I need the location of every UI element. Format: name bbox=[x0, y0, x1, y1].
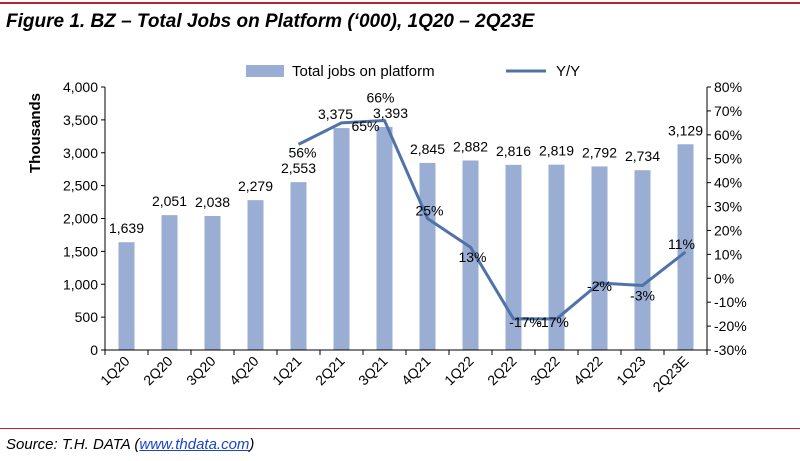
y-tick-label-right: 0% bbox=[714, 270, 734, 286]
x-tick-label: 1Q21 bbox=[269, 353, 305, 389]
yoy-value-label: 13% bbox=[458, 249, 486, 265]
yoy-value-label: 65% bbox=[351, 118, 379, 134]
x-tick-label: 1Q23 bbox=[613, 353, 649, 389]
y-tick-label-right: 40% bbox=[714, 175, 742, 191]
y-tick-label-left: 4,000 bbox=[63, 79, 98, 95]
y-tick-label-right: 50% bbox=[714, 151, 742, 167]
y-tick-label-right: 70% bbox=[714, 103, 742, 119]
y-tick-label-right: -30% bbox=[714, 342, 747, 358]
bar-3q22 bbox=[548, 164, 565, 350]
legend: Total jobs on platform Y/Y bbox=[246, 63, 580, 80]
bar-value-label: 2,819 bbox=[539, 143, 574, 159]
yoy-value-label: 66% bbox=[366, 89, 394, 105]
yoy-line-group bbox=[297, 118, 687, 321]
bar-3q21 bbox=[376, 126, 393, 350]
bar-4q21 bbox=[419, 162, 436, 350]
bar-value-label: 2,845 bbox=[410, 141, 445, 157]
y-tick-label-right: 10% bbox=[714, 246, 742, 262]
x-tick-label: 1Q20 bbox=[97, 353, 133, 389]
bar-value-label: 2,038 bbox=[195, 194, 230, 210]
y-tick-label-left: 3,000 bbox=[63, 145, 98, 161]
y-tick-label-left: 1,500 bbox=[63, 243, 98, 259]
bottom-rule bbox=[0, 428, 800, 429]
bars-group bbox=[118, 126, 694, 350]
bar-value-label: 3,129 bbox=[668, 122, 703, 138]
x-tick-label: 1Q22 bbox=[441, 353, 477, 389]
x-tick-label: 4Q20 bbox=[226, 353, 262, 389]
x-tick-label: 2Q22 bbox=[484, 353, 520, 389]
yoy-value-label: 56% bbox=[288, 144, 316, 160]
x-tick-label: 3Q22 bbox=[527, 353, 563, 389]
bar-1q22 bbox=[462, 160, 479, 350]
x-tick-label: 4Q22 bbox=[570, 353, 606, 389]
y-tick-label-left: 3,500 bbox=[63, 112, 98, 128]
bar-value-label: 2,279 bbox=[238, 178, 273, 194]
y-tick-label-left: 2,000 bbox=[63, 211, 98, 227]
x-tick-label: 2Q20 bbox=[140, 353, 176, 389]
bar-value-label: 2,051 bbox=[152, 193, 187, 209]
bar-1q21 bbox=[290, 182, 307, 350]
bar-value-label: 2,553 bbox=[281, 160, 316, 176]
figure-title: Figure 1. BZ – Total Jobs on Platform (‘… bbox=[6, 11, 535, 32]
bar-2q22 bbox=[505, 164, 522, 350]
bar-2q21 bbox=[333, 128, 350, 350]
bar-value-label: 2,734 bbox=[625, 148, 660, 164]
bar-value-label: 2,792 bbox=[582, 144, 617, 160]
y-tick-label-right: 80% bbox=[714, 79, 742, 95]
combo-chart: 0 500 1,000 1,500 2,000 2,500 3,000 3,500 4,000 -… bbox=[27, 63, 747, 395]
yoy-value-label: -2% bbox=[587, 278, 612, 294]
y-tick-label-right: 20% bbox=[714, 222, 742, 238]
source-note: Source: T.H. DATA (www.thdata.com) bbox=[6, 436, 254, 453]
legend-swatch-bars bbox=[246, 65, 284, 77]
yoy-value-label: -17% bbox=[536, 314, 569, 330]
bar-3q20 bbox=[204, 216, 221, 350]
top-rule bbox=[0, 2, 800, 4]
x-tick-label: 3Q20 bbox=[183, 353, 219, 389]
x-tick-label: 2Q21 bbox=[312, 353, 348, 389]
legend-label-line: Y/Y bbox=[556, 63, 580, 80]
bar-1q20 bbox=[118, 242, 135, 350]
y-tick-label-right: -20% bbox=[714, 318, 747, 334]
y-tick-label-right: 30% bbox=[714, 199, 742, 215]
y-axis-title: Thousands bbox=[27, 93, 44, 173]
x-tick-label: 4Q21 bbox=[398, 353, 434, 389]
y-tick-label-left: 1,000 bbox=[63, 276, 98, 292]
data-labels-group: 1,639 2,051 2,038 2,279 2,553 3,375 3,393 2,845… bbox=[109, 89, 703, 329]
y-tick-label-left: 500 bbox=[75, 309, 99, 325]
yoy-value-label: 11% bbox=[668, 236, 695, 252]
yoy-line bbox=[297, 118, 687, 321]
yoy-value-label: -3% bbox=[630, 287, 655, 303]
bar-4q22 bbox=[591, 166, 608, 350]
bar-value-label: 3,393 bbox=[373, 105, 408, 121]
x-tick-label: 2Q23E bbox=[649, 353, 691, 395]
source-prefix: Source: T.H. DATA ( bbox=[6, 436, 140, 453]
bar-value-label: 3,375 bbox=[318, 106, 353, 122]
y-tick-label-left: 2,500 bbox=[63, 178, 98, 194]
legend-label-bars: Total jobs on platform bbox=[292, 63, 435, 80]
bar-value-label: 1,639 bbox=[109, 220, 144, 236]
y-tick-label-left: 0 bbox=[90, 342, 98, 358]
y-tick-label-right: -10% bbox=[714, 294, 747, 310]
bar-4q20 bbox=[247, 200, 264, 350]
yoy-value-label: -17% bbox=[509, 314, 542, 330]
y-tick-label-right: 60% bbox=[714, 127, 742, 143]
bar-value-label: 2,882 bbox=[453, 139, 488, 155]
bar-value-label: 2,816 bbox=[496, 143, 531, 159]
bar-2q23e bbox=[677, 144, 694, 350]
yoy-value-label: 25% bbox=[415, 203, 443, 219]
bar-2q20 bbox=[161, 215, 178, 350]
bar-1q23 bbox=[634, 170, 651, 350]
x-tick-label: 3Q21 bbox=[355, 353, 391, 389]
source-link[interactable]: www.thdata.com bbox=[139, 436, 250, 453]
source-suffix: ) bbox=[249, 436, 255, 453]
